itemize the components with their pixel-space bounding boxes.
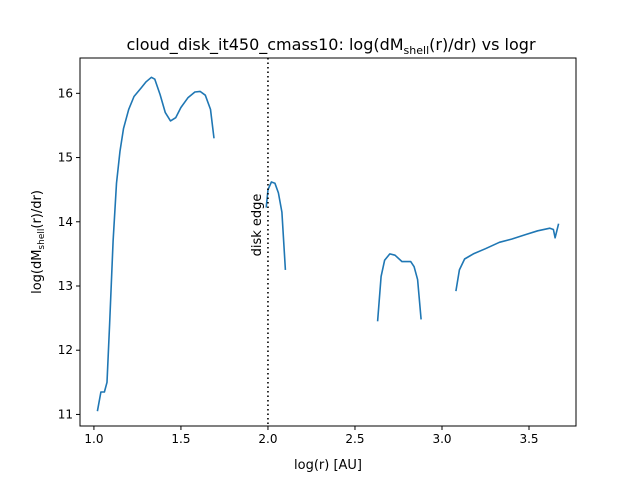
x-tick-label: 1.0 — [84, 432, 103, 446]
chart-title-prefix: cloud_disk_it450_cmass10: log(dM — [126, 35, 403, 55]
plot-area: 1.0 1.5 2.0 2.5 3.0 3.5 11 12 13 14 15 16 disk edge — [58, 58, 560, 446]
y-tick-label: 13 — [58, 279, 73, 293]
y-axis-label-subscript: shell — [37, 229, 47, 250]
chart-title-suffix: (r)/dr) vs logr — [429, 35, 536, 54]
y-tick-label: 12 — [58, 343, 73, 357]
y-axis-label: log(dMshell(r)/dr) — [30, 190, 47, 294]
x-tick-label: 2.5 — [345, 432, 364, 446]
y-axis-label-suffix: (r)/dr) — [30, 190, 45, 229]
y-tick-label: 15 — [58, 151, 73, 165]
series-line-segment-4 — [455, 223, 560, 292]
y-axis-label-prefix: log(dM — [30, 250, 45, 294]
x-tick-label: 3.5 — [519, 432, 538, 446]
y-tick-label: 16 — [58, 86, 73, 100]
series-line-segment-3 — [376, 253, 422, 322]
disk-edge-label: disk edge — [250, 194, 265, 257]
x-tick-label: 2.0 — [258, 432, 277, 446]
plot-frame — [79, 57, 577, 427]
y-tick-label: 14 — [58, 215, 73, 229]
x-tick-label: 1.5 — [171, 432, 190, 446]
chart-title: cloud_disk_it450_cmass10: log(dMshell(r)… — [126, 35, 535, 57]
chart-title-subscript: shell — [404, 44, 430, 57]
x-axis-label: log(r) [AU] — [294, 458, 362, 473]
y-tick-label: 11 — [58, 407, 73, 421]
x-tick-label: 3.0 — [432, 432, 451, 446]
series-line-segment-1 — [96, 76, 215, 412]
